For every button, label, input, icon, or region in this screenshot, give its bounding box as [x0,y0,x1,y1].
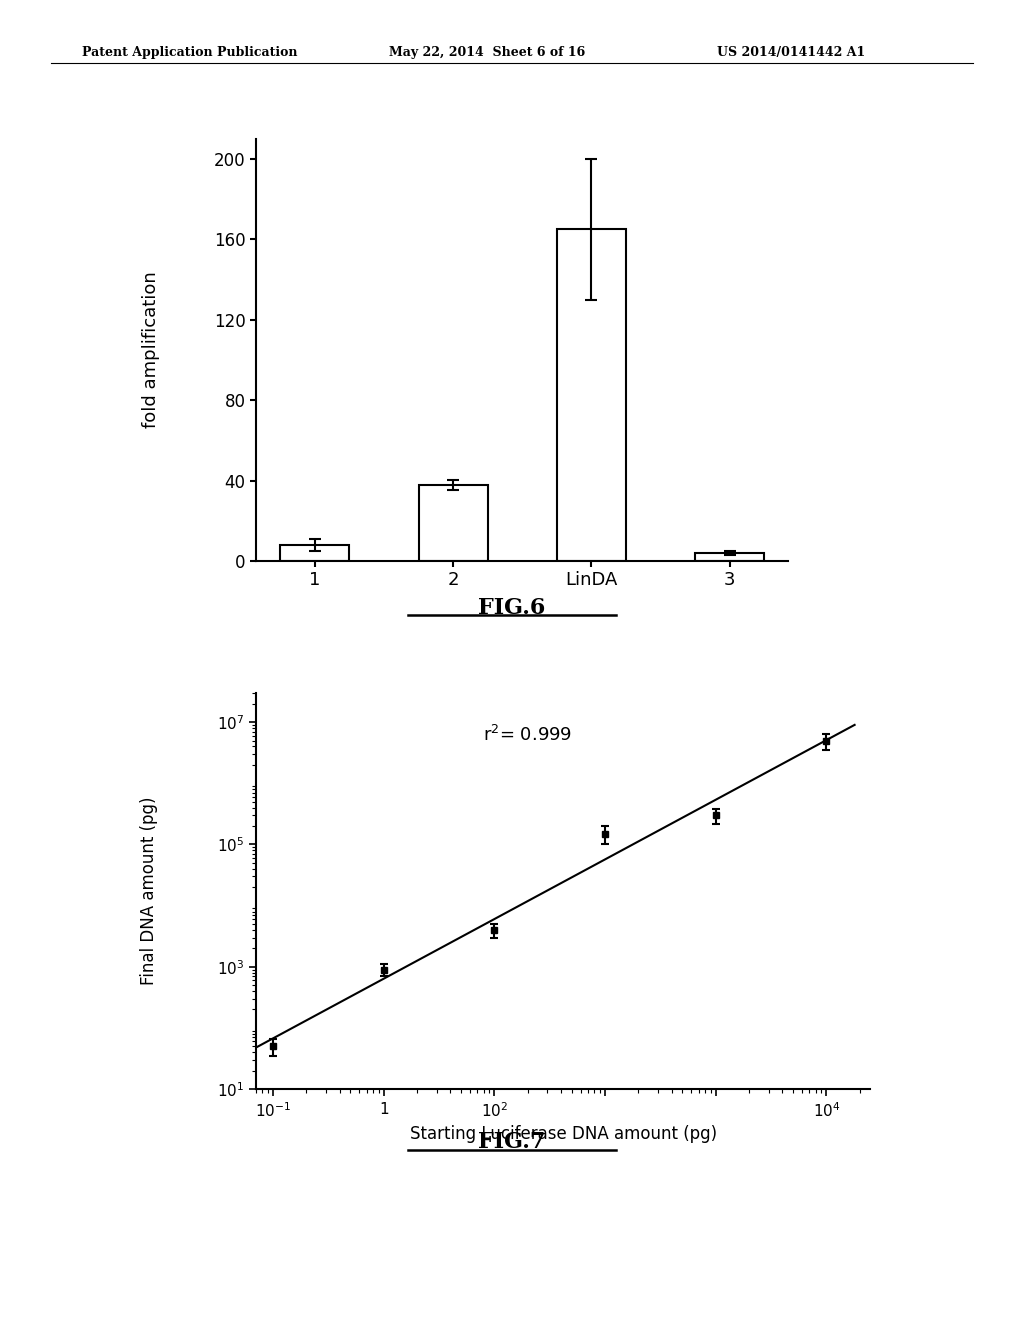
Text: May 22, 2014  Sheet 6 of 16: May 22, 2014 Sheet 6 of 16 [389,46,586,59]
Y-axis label: fold amplification: fold amplification [142,272,160,428]
Text: r$^2$= 0.999: r$^2$= 0.999 [483,725,572,744]
Bar [419,484,487,561]
Bar [695,553,764,561]
Text: Patent Application Publication: Patent Application Publication [82,46,297,59]
Y-axis label: Final DNA amount (pg): Final DNA amount (pg) [139,797,158,985]
Bar [557,230,626,561]
Text: FIG.7: FIG.7 [478,1131,546,1154]
X-axis label: Starting Luciferase DNA amount (pg): Starting Luciferase DNA amount (pg) [410,1125,717,1143]
Text: FIG.6: FIG.6 [478,597,546,619]
Bar [281,545,349,561]
Text: US 2014/0141442 A1: US 2014/0141442 A1 [717,46,865,59]
